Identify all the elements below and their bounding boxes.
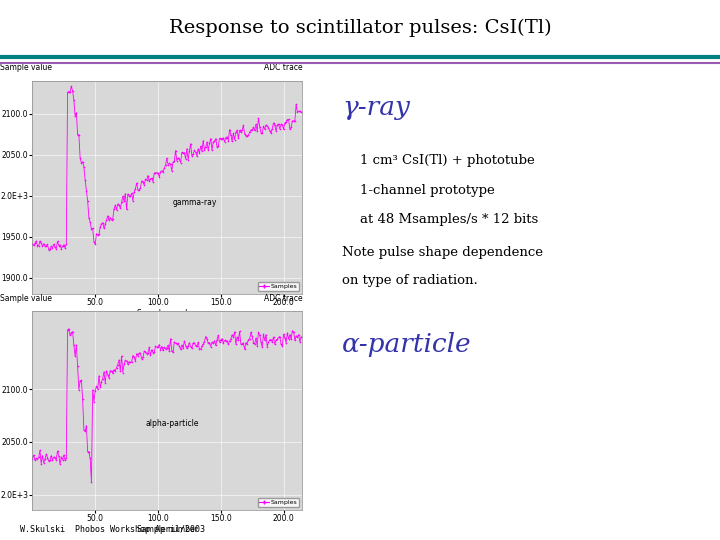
Text: 1 cm³ CsI(Tl) + phototube: 1 cm³ CsI(Tl) + phototube [360,154,535,167]
Text: W.Skulski  Phobos Workshop April/2003: W.Skulski Phobos Workshop April/2003 [20,524,205,534]
Text: α-particle: α-particle [342,332,472,357]
Text: at 48 Msamples/s * 12 bits: at 48 Msamples/s * 12 bits [360,213,539,226]
Text: Sample value: Sample value [0,294,52,302]
Text: Response to scintillator pulses: CsI(Tl): Response to scintillator pulses: CsI(Tl) [168,19,552,37]
Text: gamma-ray: gamma-ray [173,198,217,207]
Text: ADC trace: ADC trace [264,64,302,72]
Text: 1-channel prototype: 1-channel prototype [360,184,495,197]
Legend: Samples: Samples [258,282,300,291]
Text: Sample value: Sample value [0,64,52,72]
Text: alpha-particle: alpha-particle [145,420,199,428]
X-axis label: Sample number: Sample number [137,309,198,318]
Text: ADC trace: ADC trace [264,294,302,302]
Text: Note pulse shape dependence: Note pulse shape dependence [342,246,543,259]
Text: on type of radiation.: on type of radiation. [342,274,478,287]
Legend: Samples: Samples [258,498,300,507]
X-axis label: Sample number: Sample number [137,525,198,534]
Text: γ-ray: γ-ray [342,94,410,119]
